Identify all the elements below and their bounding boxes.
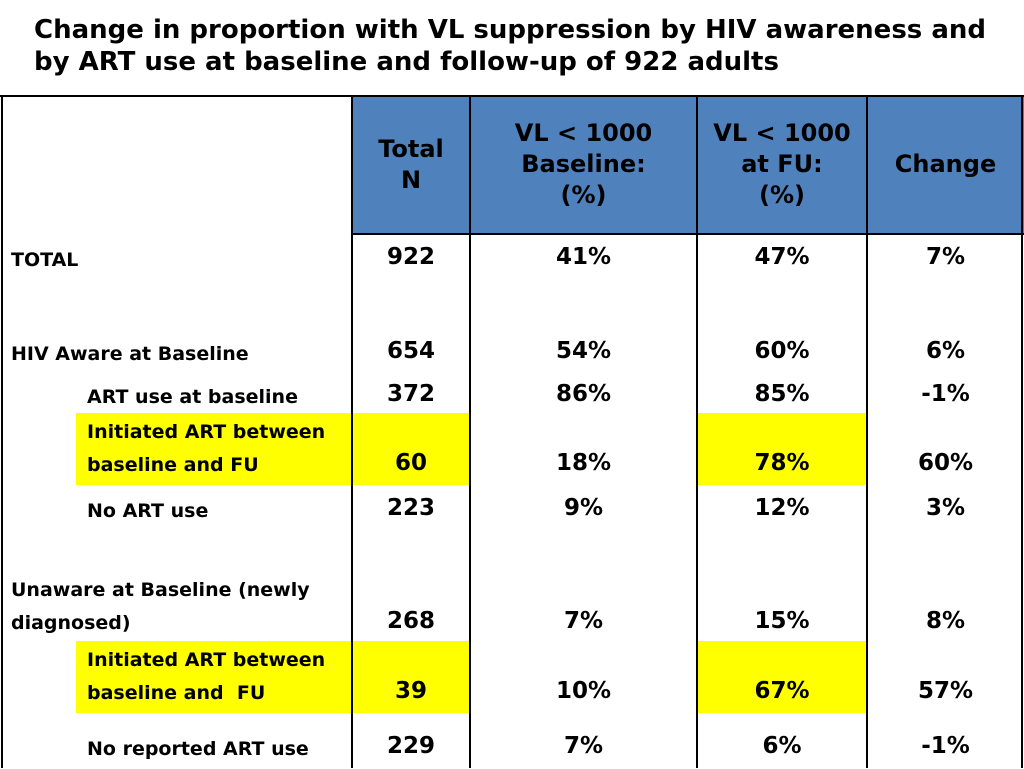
- cell-vl-baseline: 41%: [555, 244, 612, 270]
- header-vl-fu-line-3: (%): [759, 181, 805, 209]
- table-left-border: [1, 95, 3, 768]
- cell-change: 60%: [917, 450, 974, 476]
- cell-change: 7%: [925, 244, 966, 270]
- header-vl-baseline-line-1: VL < 1000: [514, 119, 653, 147]
- table-top-border: [0, 95, 1024, 97]
- cell-vl-baseline: 54%: [555, 338, 612, 364]
- cell-vl-fu: 47%: [754, 244, 810, 270]
- cell-change: -1%: [921, 733, 970, 759]
- cell-vl-fu: 67%: [754, 678, 810, 704]
- cell-change: 3%: [925, 495, 966, 521]
- row-label: Initiated ART between baseline and FU: [87, 645, 325, 708]
- col-divider-1: [351, 95, 353, 768]
- col-divider-2: [469, 95, 471, 768]
- row-label-line-1: Initiated ART between: [87, 421, 326, 443]
- title-line-2: by ART use at baseline and follow-up of …: [34, 47, 779, 77]
- row-label: HIV Aware at Baseline: [11, 343, 249, 365]
- row-label: TOTAL: [11, 249, 79, 271]
- cell-change: 6%: [925, 338, 966, 364]
- title-line-1: Change in proportion with VL suppression…: [34, 15, 986, 45]
- row-label: No ART use: [87, 500, 209, 522]
- cell-vl-fu: 78%: [754, 450, 810, 476]
- header-bottom-border: [352, 233, 1024, 235]
- cell-total-n: 372: [386, 381, 435, 407]
- cell-total-n: 654: [386, 338, 435, 364]
- row-label: Initiated ART between baseline and FU: [87, 417, 325, 480]
- header-vl-baseline-line-3: (%): [560, 181, 607, 209]
- cell-vl-baseline: 7%: [563, 733, 604, 759]
- cell-total-n: 268: [386, 608, 435, 634]
- cell-vl-baseline: 18%: [555, 450, 612, 476]
- cell-change: 8%: [925, 608, 966, 634]
- row-label-line-2: baseline and FU: [87, 454, 259, 476]
- results-table: Total N VL < 1000 Baseline: (%) VL < 100…: [0, 95, 1024, 768]
- cell-total-n: 39: [394, 678, 427, 704]
- highlight-fu-row-4: [697, 413, 867, 485]
- table-row: Initiated ART between baseline and FU 39…: [0, 645, 1024, 711]
- row-label: Unaware at Baseline (newly diagnosed): [11, 575, 310, 638]
- highlight-label-row-4: [76, 413, 352, 485]
- cell-total-n: 60: [394, 450, 427, 476]
- header-change: Change: [867, 95, 1024, 234]
- col-divider-3: [696, 95, 698, 768]
- table-row: No ART use 223 9% 12% 3%: [0, 492, 1024, 532]
- cell-total-n: 223: [386, 495, 435, 521]
- header-vl-fu-line-1: VL < 1000: [713, 119, 851, 147]
- table-row: ART use at baseline 372 86% 85% -1%: [0, 378, 1024, 418]
- header-total-n-line-2: N: [400, 165, 422, 194]
- cell-vl-baseline: 86%: [555, 381, 612, 407]
- cell-vl-fu: 85%: [754, 381, 810, 407]
- header-vl-baseline-line-2: Baseline:: [521, 150, 646, 178]
- cell-vl-fu: 12%: [754, 495, 810, 521]
- row-label-line-1: Initiated ART between: [87, 649, 326, 671]
- row-label-line-1: Unaware at Baseline (newly: [11, 579, 310, 601]
- cell-total-n: 922: [386, 244, 435, 270]
- highlight-label-row-7: [76, 641, 352, 713]
- cell-vl-baseline: 9%: [563, 495, 604, 521]
- highlight-total-row-4: [352, 413, 470, 485]
- header-change-label: Change: [894, 150, 997, 178]
- cell-change: 57%: [917, 678, 974, 704]
- header-vl-baseline: VL < 1000 Baseline: (%): [470, 95, 697, 234]
- row-label: No reported ART use: [87, 738, 309, 760]
- table-row: Unaware at Baseline (newly diagnosed) 26…: [0, 575, 1024, 641]
- col-divider-4: [866, 95, 868, 768]
- cell-total-n: 229: [386, 733, 435, 759]
- cell-vl-fu: 15%: [754, 608, 810, 634]
- header-background: [352, 95, 1024, 234]
- cell-vl-fu: 6%: [762, 733, 802, 759]
- table-row: Initiated ART between baseline and FU 60…: [0, 417, 1024, 483]
- header-total-n-line-1: Total: [378, 134, 444, 163]
- row-label: ART use at baseline: [87, 386, 298, 408]
- cell-vl-baseline: 7%: [563, 608, 604, 634]
- highlight-fu-row-7: [697, 641, 867, 713]
- header-vl-fu: VL < 1000 at FU: (%): [697, 95, 867, 234]
- header-vl-fu-line-2: at FU:: [741, 150, 823, 178]
- table-row: TOTAL 922 41% 47% 7%: [0, 240, 1024, 280]
- row-label-line-2: baseline and FU: [87, 682, 266, 704]
- table-row: HIV Aware at Baseline 654 54% 60% 6%: [0, 335, 1024, 375]
- slide-title: Change in proportion with VL suppression…: [34, 14, 994, 78]
- cell-vl-fu: 60%: [754, 338, 810, 364]
- row-label-line-2: diagnosed): [11, 612, 131, 634]
- highlight-total-row-7: [352, 641, 470, 713]
- cell-vl-baseline: 10%: [555, 678, 612, 704]
- cell-change: -1%: [921, 381, 970, 407]
- table-right-border: [1021, 95, 1023, 768]
- table-row: No reported ART use 229 7% 6% -1%: [0, 729, 1024, 769]
- header-total-n: Total N: [352, 95, 470, 234]
